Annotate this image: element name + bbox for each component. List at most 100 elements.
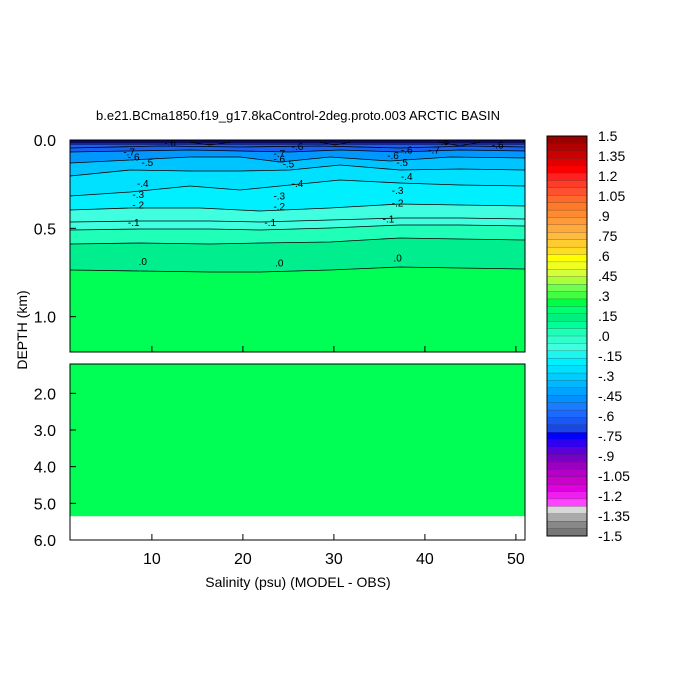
- colorbar-label: -1.05: [598, 468, 630, 484]
- colorbar-swatch: [546, 409, 588, 418]
- colorbar-label: -.6: [598, 408, 615, 424]
- y-tick-label: 2.0: [34, 386, 56, 403]
- contour-label: -.5: [283, 160, 295, 171]
- colorbar-swatch: [546, 432, 588, 441]
- contour-label: .0: [393, 253, 402, 264]
- colorbar-label: .45: [598, 268, 618, 284]
- colorbar-label: .3: [598, 288, 610, 304]
- colorbar-label: .15: [598, 308, 618, 324]
- colorbar-frame: [546, 135, 588, 537]
- colorbar-label: 1.05: [598, 188, 625, 204]
- y-tick-label: 4.0: [34, 460, 56, 477]
- colorbar-swatch: [546, 506, 588, 515]
- contour-label: -.5: [142, 158, 154, 169]
- colorbar-swatch: [546, 461, 588, 470]
- colorbar-swatch: [546, 261, 588, 270]
- contour-label: -.5: [437, 137, 449, 148]
- colorbar-swatch: [546, 358, 588, 367]
- contour-label: -.2: [273, 202, 285, 213]
- colorbar-swatch: [546, 380, 588, 389]
- colorbar-swatch: [546, 165, 588, 174]
- colorbar-swatch: [546, 143, 588, 152]
- contour-label: -.4: [292, 179, 304, 190]
- contour-label: -.6: [128, 153, 140, 164]
- colorbar-swatch: [546, 321, 588, 330]
- contour-label: -.6: [164, 139, 176, 150]
- colorbar-swatch: [546, 521, 588, 530]
- colorbar-swatch: [546, 291, 588, 300]
- colorbar-swatch: [546, 498, 588, 507]
- colorbar-swatch: [546, 350, 588, 359]
- lower-panel-data-fill: [70, 364, 525, 517]
- colorbar-swatch: [546, 269, 588, 278]
- colorbar-swatch: [546, 313, 588, 322]
- colorbar-swatch: [546, 417, 588, 426]
- colorbar-label: .75: [598, 228, 618, 244]
- x-tick-label: 50: [507, 551, 525, 568]
- colorbar-label: .9: [598, 208, 610, 224]
- x-axis-ticks: 10 20 30 40 50: [143, 346, 525, 568]
- colorbar-swatch: [546, 491, 588, 500]
- contour-label: -.7: [123, 147, 135, 158]
- colorbar-swatch: [546, 446, 588, 455]
- colorbar-label: 1.5: [598, 128, 618, 144]
- colorbar-swatch: [546, 424, 588, 433]
- y-axis-label: DEPTH (km): [14, 290, 30, 369]
- lower-panel: [69, 363, 526, 541]
- colorbar-swatch: [546, 476, 588, 485]
- colorbar-swatch: [546, 224, 588, 233]
- colorbar-swatch: [546, 306, 588, 315]
- colorbar-swatch: [546, 158, 588, 167]
- y-tick-label: 3.0: [34, 423, 56, 440]
- contour-label: -.4: [401, 172, 413, 183]
- contour-label: -.3: [392, 186, 404, 197]
- colorbar-swatch: [546, 343, 588, 352]
- colorbar-label: -1.2: [598, 488, 622, 504]
- contour-label: -.5: [396, 158, 408, 169]
- colorbar-swatch: [546, 202, 588, 211]
- x-axis-label: Salinity (psu) (MODEL - OBS): [205, 574, 390, 590]
- y-tick-label: 0.5: [34, 221, 56, 238]
- y-tick-label: 1.0: [34, 310, 56, 327]
- colorbar-labels: 1.5 1.35 1.2 1.05 .9 .75 .6 .45 .3 .15 .0 -.15 -.3 -.…: [598, 128, 630, 544]
- contour-label: -.1: [264, 218, 276, 229]
- contour-label: -.6: [492, 140, 504, 151]
- contour-lines: [70, 141, 525, 273]
- colorbar-swatch: [546, 387, 588, 396]
- colorbar-swatch: [546, 172, 588, 181]
- contour-label: -.2: [132, 200, 144, 211]
- colorbar-swatch: [546, 187, 588, 196]
- contour-labels: -.6-.7-.6 -.5-.4-.3-.2-.1.0-.6-.7-.6-.5-.…: [123, 137, 504, 270]
- colorbar-swatch: [546, 528, 588, 537]
- colorbar-swatch: [546, 395, 588, 404]
- colorbar: [546, 135, 588, 537]
- contour-label: -.6: [387, 151, 399, 162]
- colorbar-swatch: [546, 439, 588, 448]
- contour-label: .0: [139, 257, 148, 268]
- x-tick-label: 10: [143, 551, 161, 568]
- colorbar-label: .6: [598, 248, 610, 264]
- upper-panel: -.6-.7-.6 -.5-.4-.3-.2-.1.0-.6-.7-.6-.5-.…: [70, 137, 525, 352]
- surface-band: [70, 140, 525, 143]
- colorbar-swatch: [546, 135, 588, 144]
- colorbar-label: -.9: [598, 448, 615, 464]
- colorbar-swatch: [546, 335, 588, 344]
- contour-label: -.7: [428, 146, 440, 157]
- contour-label: -.4: [137, 179, 149, 190]
- colorbar-label: 1.35: [598, 148, 625, 164]
- contour-label: -.2: [392, 199, 404, 210]
- colorbar-swatch: [546, 365, 588, 374]
- colorbar-swatch: [546, 217, 588, 226]
- colorbar-label: -.15: [598, 348, 622, 364]
- colorbar-swatch: [546, 469, 588, 478]
- colorbar-swatch: [546, 232, 588, 241]
- colorbar-swatch: [546, 180, 588, 189]
- lower-panel-frame: [69, 363, 526, 541]
- contour-label: -.3: [273, 192, 285, 203]
- colorbar-swatch: [546, 454, 588, 463]
- colorbar-label: -.75: [598, 428, 622, 444]
- colorbar-swatch: [546, 195, 588, 204]
- colorbar-swatch: [546, 328, 588, 337]
- y-tick-label: 0.0: [34, 133, 56, 150]
